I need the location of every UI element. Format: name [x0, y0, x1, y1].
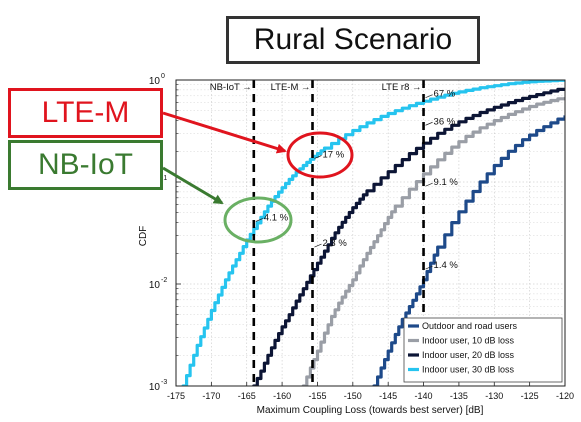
x-tick-label: -155 [308, 391, 326, 401]
nb-iot-arrow [162, 166, 224, 205]
point-label-pointer [425, 265, 433, 270]
legend-box [403, 317, 563, 383]
x-tick-label: -165 [238, 391, 256, 401]
nb-iot-highlight-ellipse [223, 196, 293, 244]
legend-label: Indoor user, 10 dB loss [422, 336, 515, 346]
y-tick-label: 10 [149, 382, 161, 393]
point-label: 36 % [434, 116, 456, 127]
x-tick-label: -125 [521, 391, 539, 401]
point-label: 67 % [434, 89, 456, 100]
series-group [181, 80, 565, 386]
x-tick-label: -135 [450, 391, 468, 401]
point-label-pointer [425, 121, 433, 126]
point-label: 2.3 % [323, 238, 348, 249]
point-label-pointer [314, 155, 322, 159]
y-tick-label: 10 [149, 280, 161, 291]
nb-iot-label-box: NB-IoT [8, 140, 163, 190]
lte-m-arrow [162, 111, 287, 154]
point-label: 4.1 % [264, 212, 289, 223]
point-label-pointer [314, 243, 322, 248]
x-tick-label: -160 [273, 391, 291, 401]
legend-label: Indoor user, 20 dB loss [422, 350, 515, 360]
x-tick-label: -130 [485, 391, 503, 401]
threshold-label: NB-IoT → [210, 82, 252, 93]
threshold-label: LTE-M → [271, 82, 311, 93]
legend-label: Indoor user, 30 dB loss [422, 365, 515, 375]
legend: Outdoor and road users Indoor user, 10 dB… [403, 317, 563, 383]
series-line [252, 87, 565, 386]
series-line [301, 97, 565, 386]
axis-ticks: -175 -170 -165 -160 -155 -150 -145 -140 -135 -130… [149, 73, 574, 401]
point-label: 1.4 % [434, 260, 459, 271]
point-label: 17 % [323, 149, 345, 160]
chart-title-box: Rural Scenario [226, 16, 480, 64]
x-axis-label: Maximum Coupling Loss (towards best serv… [257, 405, 484, 416]
y-tick-exponent: -2 [161, 277, 167, 284]
y-tick-exponent: -1 [161, 175, 167, 182]
threshold-label: LTE r8 → [382, 82, 422, 93]
y-tick-label: 10 [149, 76, 161, 87]
y-axis-label: CDF [138, 226, 149, 247]
lte-m-highlight-ellipse [286, 131, 354, 179]
point-label-pointer [425, 182, 433, 187]
x-tick-label: -175 [167, 391, 185, 401]
plot-frame [175, 79, 566, 387]
point-labels: 67 % 36 % 17 % 9.1 % 4.1 % 2.3 % 1.4 % [255, 89, 459, 271]
x-tick-label: -120 [556, 391, 574, 401]
y-tick-exponent: 0 [161, 73, 165, 80]
point-label-pointer [255, 218, 263, 222]
lte-m-label-box: LTE-M [8, 88, 163, 138]
point-label: 9.1 % [434, 177, 459, 188]
x-tick-label: -145 [379, 391, 397, 401]
x-tick-label: -150 [344, 391, 362, 401]
point-label-pointer [425, 94, 433, 99]
series-line [372, 115, 565, 386]
legend-label: Outdoor and road users [422, 321, 518, 331]
series-line [181, 80, 565, 386]
x-tick-label: -170 [202, 391, 220, 401]
x-tick-label: -140 [415, 391, 433, 401]
y-tick-exponent: -3 [161, 379, 167, 386]
